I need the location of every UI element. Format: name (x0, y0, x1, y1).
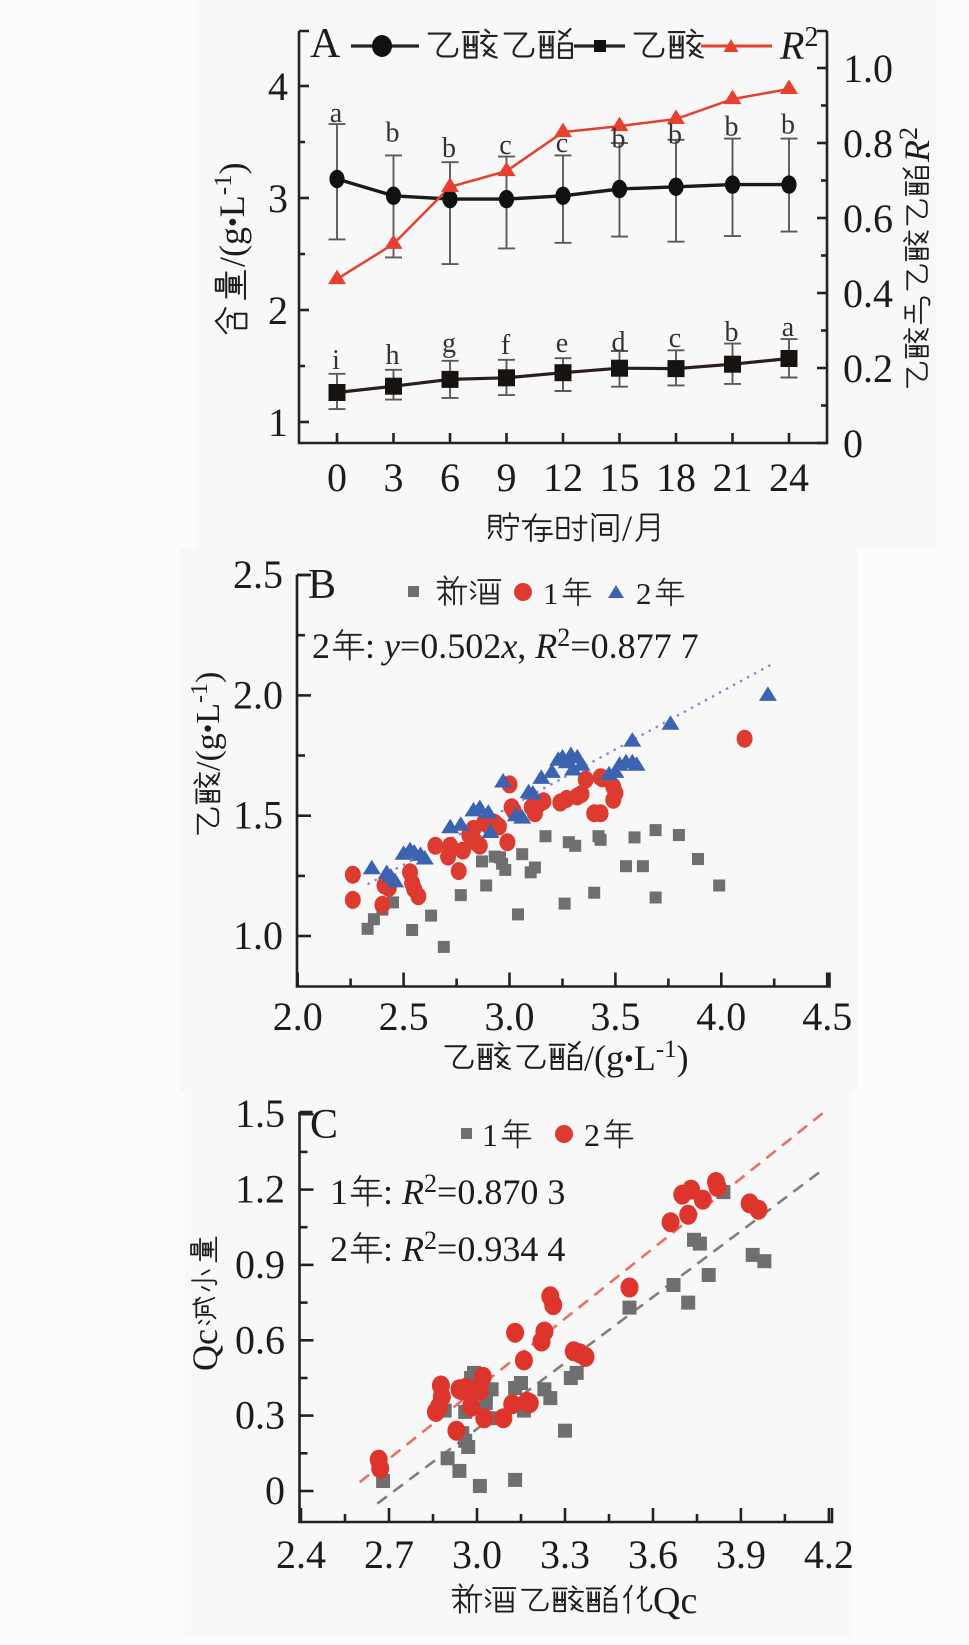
svg-text:Qc: Qc (185, 1329, 225, 1371)
svg-text:2: 2 (268, 288, 288, 333)
svg-text:2.5: 2.5 (233, 552, 283, 597)
svg-text:2.7: 2.7 (364, 1532, 414, 1577)
svg-text:3.3: 3.3 (540, 1532, 590, 1577)
svg-text:2: 2 (330, 1229, 348, 1269)
svg-text:3.0: 3.0 (452, 1532, 502, 1577)
svg-text:1.5: 1.5 (233, 793, 283, 838)
svg-text:12: 12 (543, 455, 583, 500)
svg-text:c: c (669, 323, 681, 354)
svg-text:6: 6 (440, 455, 460, 500)
svg-text:2: 2 (312, 626, 330, 666)
svg-text:1.0: 1.0 (843, 46, 893, 91)
svg-text:18: 18 (656, 455, 696, 500)
svg-text:b: b (386, 118, 400, 149)
svg-text:3.6: 3.6 (628, 1532, 678, 1577)
svg-text:1.2: 1.2 (235, 1167, 285, 1212)
svg-text:3: 3 (268, 176, 288, 221)
svg-text:3.5: 3.5 (590, 994, 640, 1039)
svg-text:1: 1 (482, 1117, 498, 1153)
svg-text:1: 1 (268, 400, 288, 445)
svg-text:24: 24 (769, 455, 809, 500)
svg-text:i: i (332, 345, 340, 376)
svg-text:4: 4 (268, 64, 288, 109)
svg-text:4.2: 4.2 (804, 1532, 854, 1577)
svg-text:a: a (330, 98, 343, 129)
svg-text:2.0: 2.0 (233, 672, 283, 717)
svg-text:a: a (782, 312, 795, 343)
svg-text:0.6: 0.6 (235, 1317, 285, 1362)
svg-text:0.2: 0.2 (843, 346, 893, 391)
svg-text:4.0: 4.0 (696, 994, 746, 1039)
svg-text:: R2=0.870 3: : R2=0.870 3 (383, 1169, 565, 1212)
svg-text:0.8: 0.8 (843, 121, 893, 166)
svg-text:b: b (781, 110, 795, 141)
svg-text:h: h (386, 340, 400, 371)
svg-text:1.0: 1.0 (233, 913, 283, 958)
svg-text:2: 2 (584, 1117, 600, 1153)
svg-text:e: e (556, 328, 568, 359)
svg-text:0.6: 0.6 (843, 196, 893, 241)
svg-text:0: 0 (843, 421, 863, 466)
svg-text:2.4: 2.4 (276, 1532, 326, 1577)
svg-text:1: 1 (330, 1172, 348, 1212)
svg-text:f: f (501, 330, 511, 361)
svg-text:g: g (442, 328, 456, 359)
svg-text:3: 3 (384, 455, 404, 500)
svg-text:B: B (308, 562, 336, 608)
svg-text:9: 9 (497, 455, 517, 500)
svg-text:Qc: Qc (653, 1580, 697, 1622)
svg-text:: R2=0.934 4: : R2=0.934 4 (383, 1226, 565, 1269)
svg-text:C: C (310, 1102, 338, 1148)
svg-text:: y=0.502x, R2=0.877 7: : y=0.502x, R2=0.877 7 (365, 623, 699, 666)
svg-text:R2: R2 (779, 22, 818, 68)
svg-text:0.9: 0.9 (235, 1242, 285, 1287)
svg-text:4.5: 4.5 (802, 994, 852, 1039)
svg-text:1.5: 1.5 (235, 1091, 285, 1136)
svg-text:15: 15 (600, 455, 640, 500)
svg-text:0: 0 (327, 455, 347, 500)
svg-text:1: 1 (543, 576, 559, 611)
svg-text:3.9: 3.9 (716, 1532, 766, 1577)
svg-text:b: b (668, 120, 682, 151)
svg-text:3.0: 3.0 (485, 994, 535, 1039)
svg-text:b: b (725, 112, 739, 143)
svg-text:b: b (442, 133, 456, 164)
svg-text:d: d (612, 327, 626, 358)
svg-text:b: b (612, 124, 626, 155)
svg-text:0.3: 0.3 (235, 1393, 285, 1438)
svg-text:21: 21 (713, 455, 753, 500)
svg-text:2.0: 2.0 (273, 994, 323, 1039)
svg-text:c: c (499, 130, 511, 161)
svg-text:b: b (725, 317, 739, 348)
svg-text:2.5: 2.5 (379, 994, 429, 1039)
svg-text:c: c (556, 128, 568, 159)
svg-text:0: 0 (265, 1468, 285, 1513)
svg-text:0.4: 0.4 (843, 271, 893, 316)
svg-text:/: / (622, 508, 632, 548)
svg-text:A: A (310, 21, 341, 67)
svg-text:2: 2 (636, 576, 652, 611)
